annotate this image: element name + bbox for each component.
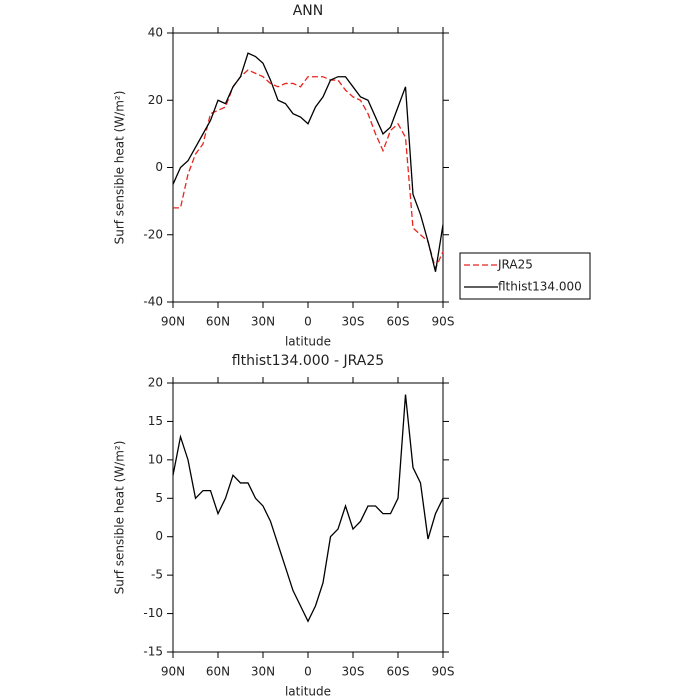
- chart-title: ANN: [293, 3, 324, 19]
- x-tick-label: 90S: [432, 315, 455, 329]
- y-tick-label: -5: [151, 568, 163, 582]
- y-tick-label: -10: [143, 606, 163, 620]
- chart-title: flthist134.000 - JRA25: [232, 353, 384, 369]
- x-tick-label: 90N: [161, 315, 185, 329]
- legend-box: [459, 252, 591, 300]
- x-tick-label: 60N: [206, 315, 230, 329]
- data-line: [172, 394, 444, 623]
- y-tick-label: 0: [155, 160, 163, 174]
- legend-label: JRA25: [497, 258, 533, 272]
- y-tick-label: -20: [143, 227, 163, 241]
- y-tick-label: 15: [148, 414, 163, 428]
- x-tick-label: 30S: [342, 665, 365, 679]
- x-tick-label: 30S: [342, 315, 365, 329]
- x-tick-label: 60S: [387, 315, 410, 329]
- x-tick-label: 60S: [387, 665, 410, 679]
- y-tick-label: 5: [155, 491, 163, 505]
- y-axis-label: Surf sensible heat (W/m²): [113, 441, 127, 595]
- x-tick-label: 90S: [432, 665, 455, 679]
- y-tick-label: -40: [143, 295, 163, 309]
- x-tick-label: 0: [304, 315, 312, 329]
- plot-frame: [172, 32, 444, 303]
- x-tick-label: 60N: [206, 665, 230, 679]
- x-tick-label: 30N: [251, 665, 275, 679]
- x-tick-label: 30N: [251, 315, 275, 329]
- y-tick-label: 40: [148, 26, 163, 40]
- x-axis-label: latitude: [285, 335, 331, 349]
- y-tick-label: 0: [155, 529, 163, 543]
- y-tick-label: 20: [148, 376, 163, 390]
- y-axis-label: Surf sensible heat (W/m²): [113, 91, 127, 245]
- y-tick-label: -15: [143, 645, 163, 659]
- data-line: [172, 52, 444, 272]
- data-line: [173, 69, 444, 271]
- y-tick-label: 10: [148, 452, 163, 466]
- x-tick-label: 90N: [161, 665, 185, 679]
- y-tick-label: 20: [148, 93, 163, 107]
- legend-label: flthist134.000: [498, 280, 582, 294]
- x-tick-label: 0: [304, 665, 312, 679]
- x-axis-label: latitude: [285, 685, 331, 699]
- plot-frame: [172, 382, 444, 653]
